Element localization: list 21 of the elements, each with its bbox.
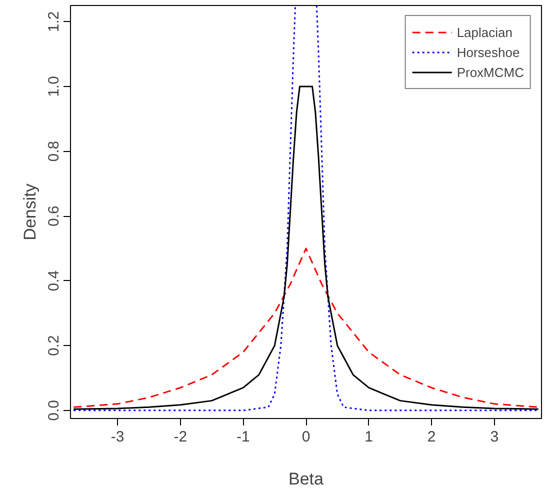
x-tick-label: 2 (427, 428, 436, 446)
y-tick-label: 0.6 (46, 206, 62, 226)
y-tick-label: 0.2 (46, 335, 62, 356)
legend-label: Laplacian (456, 24, 512, 40)
y-tick-label: 0.8 (46, 140, 62, 162)
y-tick-label: 1.2 (46, 11, 62, 32)
y-tick-label: 0.4 (46, 270, 62, 292)
legend-label: ProxMCMC (456, 64, 524, 80)
x-tick-label: 0 (302, 428, 310, 446)
line-series (72, 248, 540, 408)
y-tick-label: 1.0 (46, 76, 62, 97)
line-series (72, 86, 540, 410)
x-tick-label: -2 (174, 428, 188, 446)
x-tick-label: -3 (110, 428, 124, 446)
x-axis-title: Beta (288, 470, 324, 488)
y-tick-label: 0.0 (46, 400, 62, 421)
x-tick-label: -1 (236, 428, 250, 446)
legend-label: Horseshoe (456, 44, 520, 60)
y-axis-title: Density (20, 183, 40, 240)
x-tick-label: 3 (490, 428, 499, 446)
x-tick-label: 1 (364, 428, 373, 446)
